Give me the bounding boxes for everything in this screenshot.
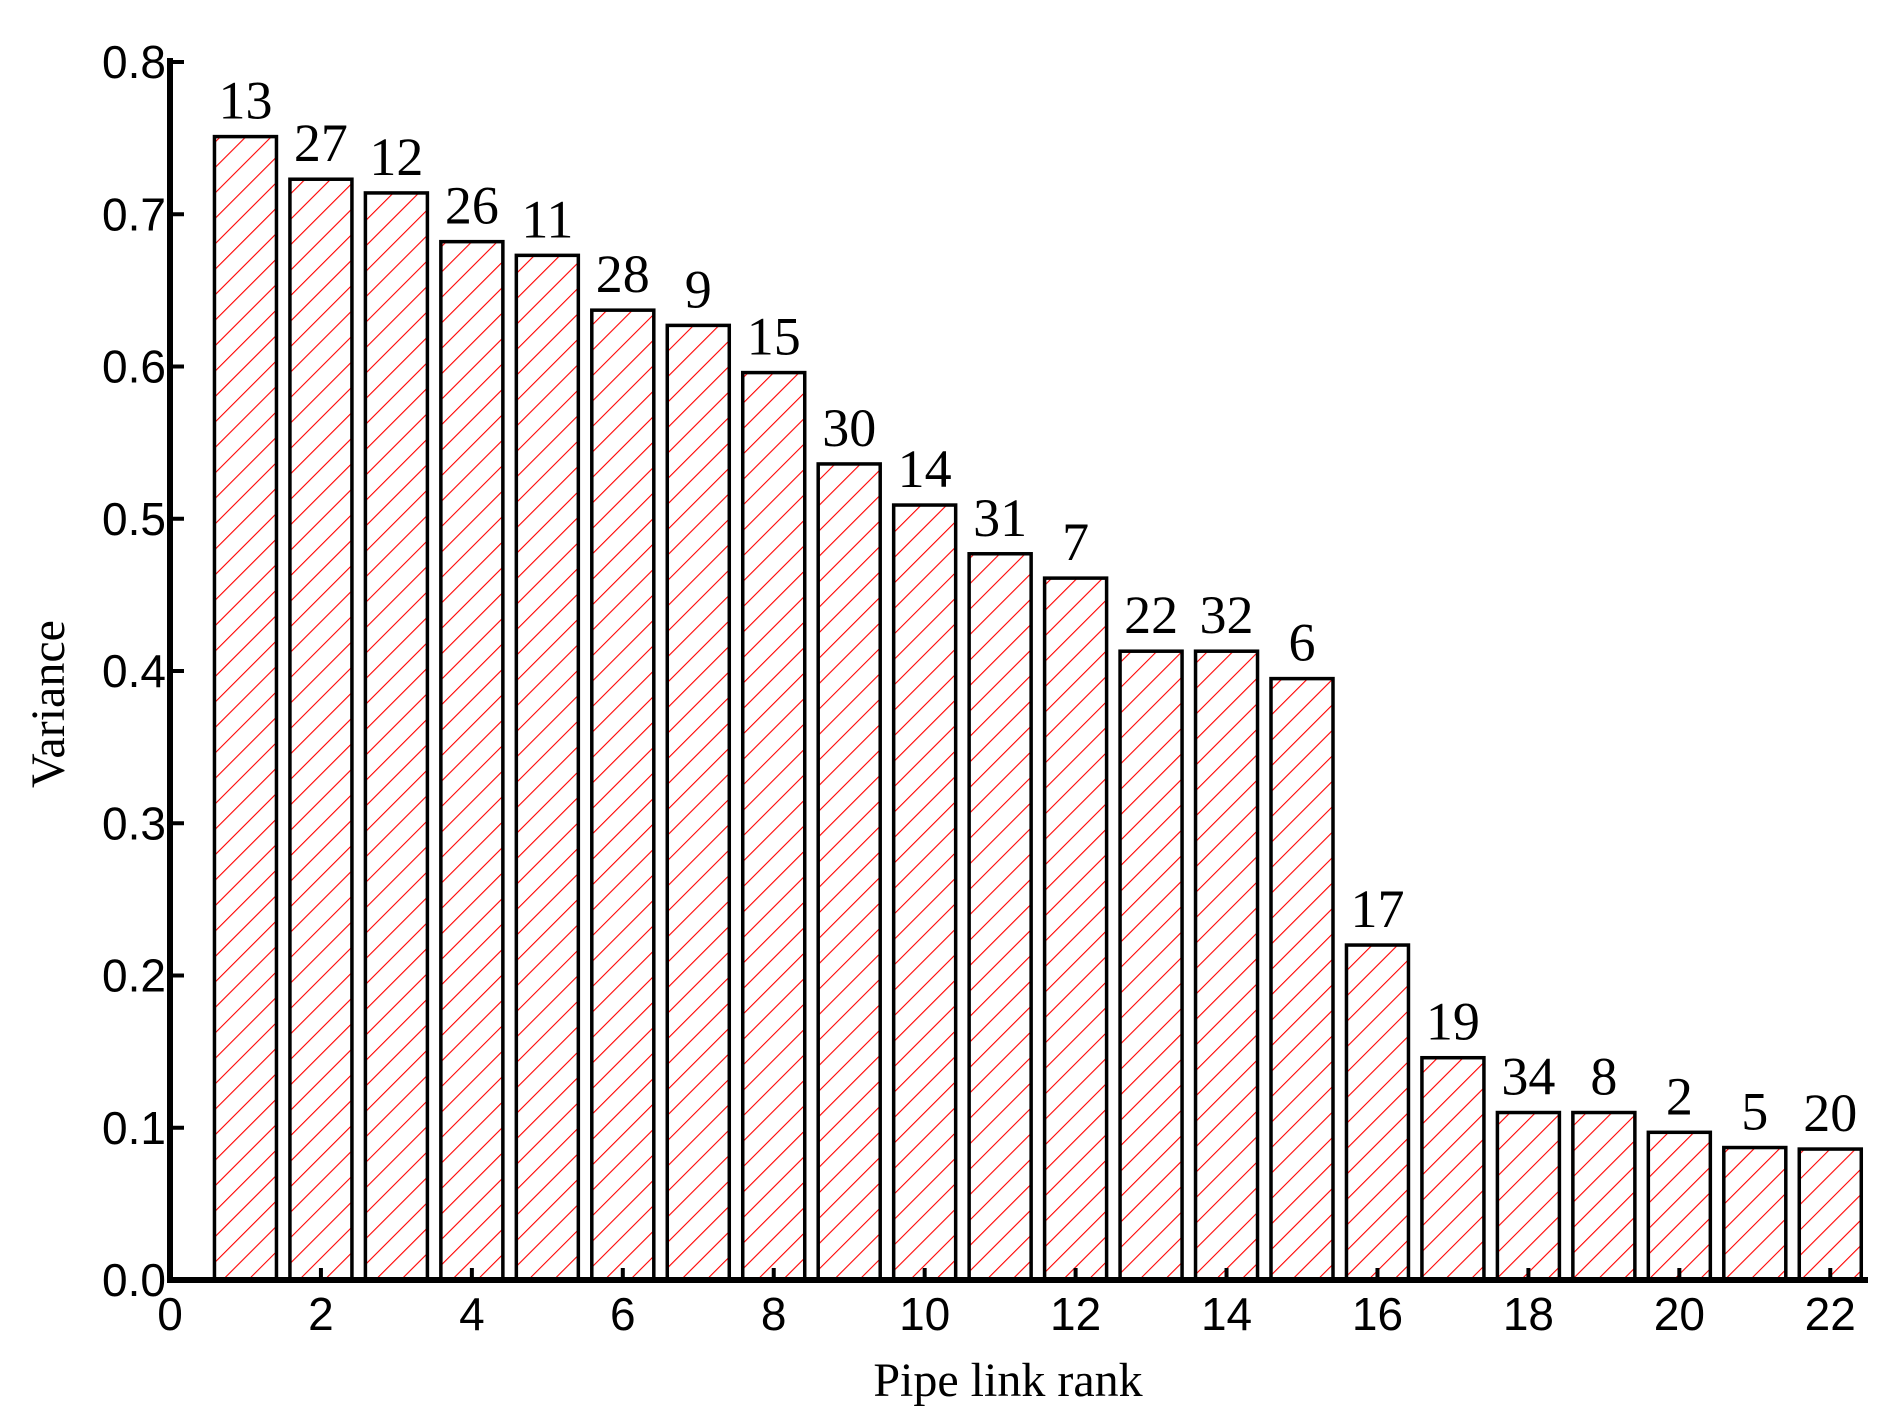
bar-labels-group: 13 27 12 26 11 28 9 15 30 14 31 7 22 32 6 17 19 34 8 2 5 20 bbox=[218, 71, 1857, 1143]
y-axis-title: Variance bbox=[22, 620, 75, 788]
bar-rank-20 bbox=[1646, 1130, 1713, 1282]
bar-data-label: 30 bbox=[822, 398, 876, 458]
bar-data-label: 8 bbox=[1590, 1047, 1617, 1107]
bar-rank-14 bbox=[1193, 649, 1260, 1282]
x-tick-label: 20 bbox=[1654, 1288, 1705, 1340]
bar-rank-3 bbox=[363, 191, 430, 1282]
bar-data-label: 26 bbox=[445, 176, 499, 236]
y-tick-label: 0.3 bbox=[102, 797, 166, 849]
bar-rank-16 bbox=[1344, 943, 1411, 1282]
y-tick-label: 0.0 bbox=[102, 1254, 166, 1306]
bar-rank-13 bbox=[1118, 649, 1184, 1282]
bar-data-label: 12 bbox=[369, 127, 423, 187]
bar-rank-12 bbox=[1042, 576, 1109, 1282]
bar-rank-1 bbox=[212, 134, 279, 1282]
x-tick-label: 22 bbox=[1805, 1288, 1856, 1340]
x-tick-label: 4 bbox=[459, 1288, 485, 1340]
bar-data-label: 2 bbox=[1666, 1066, 1693, 1126]
bar-data-label: 20 bbox=[1803, 1083, 1857, 1143]
bar-data-label: 28 bbox=[596, 244, 650, 304]
bar-data-label: 7 bbox=[1062, 512, 1089, 572]
x-tick-label: 14 bbox=[1201, 1288, 1252, 1340]
bar-rank-8 bbox=[740, 370, 807, 1282]
y-tick-label: 0.8 bbox=[102, 36, 166, 88]
bar-data-label: 22 bbox=[1124, 585, 1178, 645]
bar-data-label: 34 bbox=[1501, 1047, 1555, 1107]
x-tick-label: 16 bbox=[1352, 1288, 1403, 1340]
y-tick-label: 0.7 bbox=[102, 188, 166, 240]
bar-data-label: 17 bbox=[1350, 879, 1404, 939]
y-tick-label: 0.4 bbox=[102, 645, 166, 697]
bar-rank-4 bbox=[439, 239, 505, 1282]
bar-data-label: 6 bbox=[1289, 613, 1316, 673]
y-axis-ticks: 0.0 0.1 0.2 0.3 0.4 0.5 0.6 0.7 0.8 bbox=[102, 36, 184, 1306]
x-tick-label: 12 bbox=[1050, 1288, 1101, 1340]
bar-rank-2 bbox=[288, 177, 354, 1282]
bar-rank-15 bbox=[1269, 676, 1335, 1282]
bar-rank-21 bbox=[1722, 1145, 1788, 1282]
bar-data-label: 5 bbox=[1741, 1082, 1768, 1142]
x-tick-label: 8 bbox=[761, 1288, 787, 1340]
bar-data-label: 9 bbox=[685, 259, 712, 319]
bar-data-label: 14 bbox=[898, 439, 952, 499]
bar-rank-6 bbox=[590, 308, 656, 1282]
bar-rank-19 bbox=[1571, 1110, 1637, 1282]
bar-rank-11 bbox=[967, 552, 1033, 1282]
bar-rank-7 bbox=[665, 323, 732, 1282]
bars-group bbox=[212, 134, 1864, 1282]
bar-rank-10 bbox=[891, 503, 958, 1282]
x-tick-label: 10 bbox=[899, 1288, 950, 1340]
x-axis-ticks: 0 2 4 6 8 10 12 14 16 18 20 22 bbox=[157, 1268, 1856, 1340]
x-tick-label: 0 bbox=[157, 1288, 183, 1340]
bar-data-label: 15 bbox=[747, 307, 801, 367]
bar-rank-5 bbox=[514, 253, 581, 1282]
bar-data-label: 31 bbox=[973, 488, 1027, 548]
y-tick-label: 0.6 bbox=[102, 341, 166, 393]
bar-data-label: 19 bbox=[1426, 992, 1480, 1052]
bar-data-label: 11 bbox=[521, 189, 573, 249]
y-tick-label: 0.2 bbox=[102, 950, 166, 1002]
y-tick-label: 0.1 bbox=[102, 1102, 166, 1154]
bar-rank-22 bbox=[1797, 1147, 1864, 1282]
bar-rank-9 bbox=[816, 462, 882, 1282]
x-tick-label: 18 bbox=[1503, 1288, 1554, 1340]
bar-rank-17 bbox=[1420, 1055, 1486, 1282]
bar-data-label: 13 bbox=[218, 71, 272, 131]
bar-data-label: 32 bbox=[1200, 585, 1254, 645]
bar-data-label: 27 bbox=[294, 113, 348, 173]
x-tick-label: 2 bbox=[308, 1288, 334, 1340]
bar-rank-18 bbox=[1495, 1110, 1562, 1282]
x-tick-label: 6 bbox=[610, 1288, 636, 1340]
x-axis-title: Pipe link rank bbox=[873, 1354, 1142, 1407]
y-tick-label: 0.5 bbox=[102, 493, 166, 545]
